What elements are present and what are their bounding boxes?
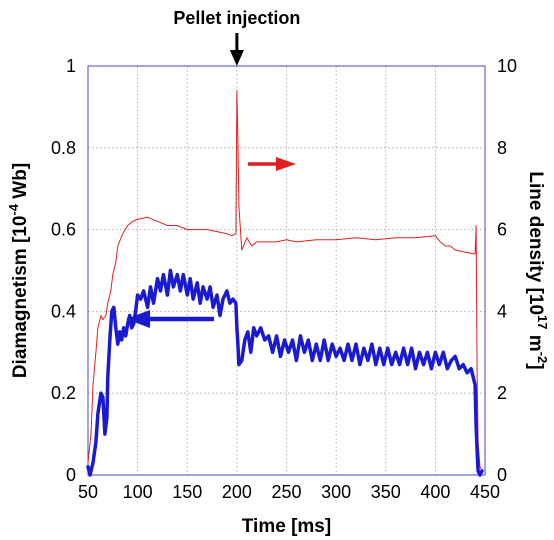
x-tick-label: 100 [123, 482, 153, 502]
y-axis-right-title-mid: m [525, 330, 546, 352]
y-left-tick-label: 0.2 [51, 383, 76, 403]
grid-lines [88, 66, 485, 475]
y-axis-left-title-end: Wb] [10, 163, 31, 204]
y-right-tick-label: 2 [497, 383, 507, 403]
arrow-head [229, 50, 244, 66]
y-axis-right-title-end: ] [525, 363, 546, 369]
y-right-tick-label: 10 [497, 56, 517, 76]
y-left-tick-label: 0.8 [51, 138, 76, 158]
x-tick-label: 350 [371, 482, 401, 502]
y-axis-left-title-main: Diamagnetism [10 [10, 216, 31, 379]
x-tick-label: 400 [420, 482, 450, 502]
tick-labels: 50 100 150 200 250 300 350 400 45000.20.40.60.81… [51, 56, 517, 502]
left-arrow-icon [126, 310, 214, 328]
right-arrow-icon [248, 157, 296, 171]
y-axis-left-title-sup: -4 [6, 203, 21, 215]
y-right-tick-label: 6 [497, 220, 507, 240]
y-left-tick-label: 0.6 [51, 220, 76, 240]
y-left-tick-label: 0.4 [51, 301, 76, 321]
y-right-tick-label: 8 [497, 138, 507, 158]
x-tick-label: 250 [271, 482, 301, 502]
y-right-tick-label: 0 [497, 465, 507, 485]
x-tick-label: 50 [78, 482, 98, 502]
y-right-tick-label: 4 [497, 301, 507, 321]
y-left-tick-label: 1 [66, 56, 76, 76]
line-density-series [87, 90, 483, 472]
diamagnetism-series [86, 268, 484, 477]
x-tick-label: 300 [321, 482, 351, 502]
pellet-injection-arrow-icon [229, 33, 244, 66]
y-axis-left-title: Diamagnetism [10-4 Wb] [6, 163, 31, 378]
pellet-injection-label: Pellet injection [173, 8, 300, 28]
y-axis-right-title-main: Line density [10 [525, 171, 546, 315]
x-tick-label: 200 [222, 482, 252, 502]
arrow-head [276, 157, 296, 171]
y-axis-right-title: Line density [1017 m-2] [525, 171, 550, 369]
y-left-tick-label: 0 [66, 465, 76, 485]
series-layer [86, 90, 484, 477]
arrow-head [126, 310, 150, 328]
x-axis-title: Time [ms] [242, 516, 331, 537]
plot-frame [87, 65, 486, 476]
x-tick-label: 450 [470, 482, 500, 502]
x-tick-label: 150 [172, 482, 202, 502]
y-axis-right-title-sup1: 17 [535, 315, 550, 329]
y-axis-right-title-sup2: -2 [535, 352, 550, 364]
